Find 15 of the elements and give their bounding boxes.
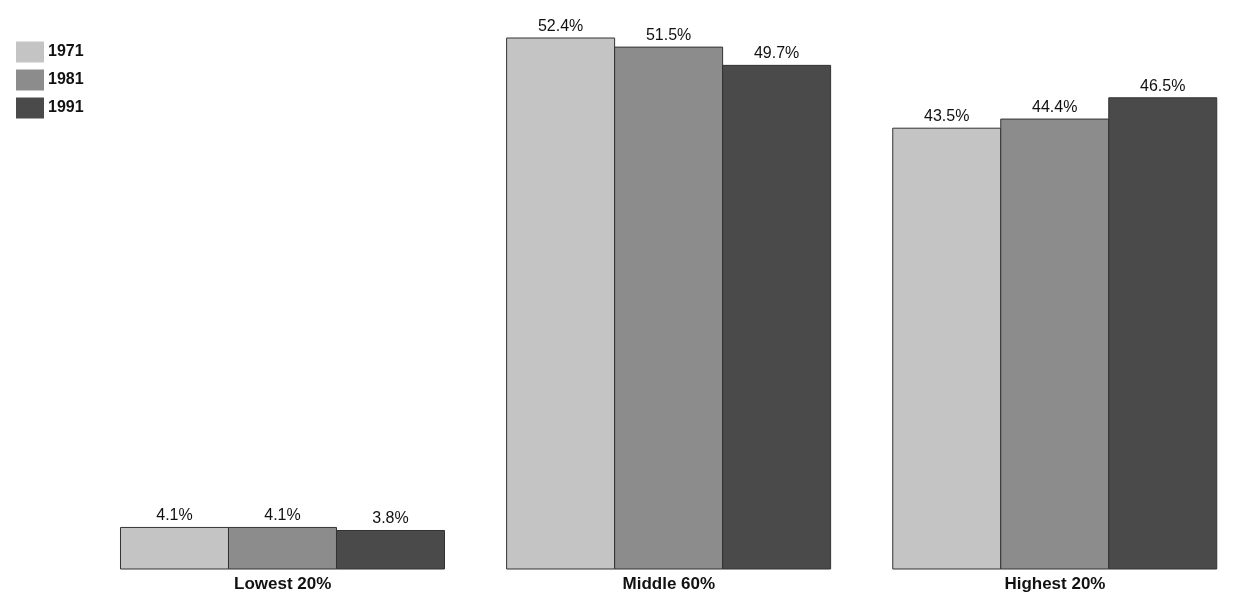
x-tick-label: Lowest 20%	[234, 574, 332, 594]
x-tick-label: Middle 60%	[622, 574, 716, 594]
data-label: 43.5%	[924, 107, 970, 125]
data-label: 49.7%	[753, 44, 800, 62]
data-label: 3.8%	[372, 509, 409, 527]
data-label: 52.4%	[537, 17, 584, 34]
x-tick-label: Highest 20%	[1004, 574, 1106, 594]
legend-label: 1971	[48, 42, 84, 60]
legend-label: 1981	[48, 70, 84, 88]
data-label: 4.1%	[156, 506, 193, 524]
legend-label: 1991	[48, 98, 84, 116]
data-label: 46.5%	[1140, 76, 1186, 94]
data-label: 44.4%	[1032, 98, 1078, 116]
data-label: 51.5%	[645, 26, 692, 44]
data-label: 4.1%	[264, 506, 301, 524]
